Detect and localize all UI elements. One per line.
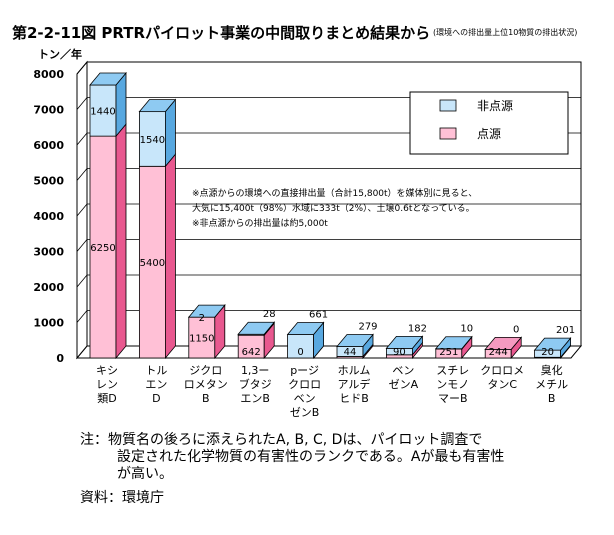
x-tick-label: ゼンB [290, 406, 320, 419]
x-tick-label: ヒドB [339, 392, 369, 405]
x-tick-label: キシ [96, 364, 118, 377]
bar-top [187, 304, 226, 318]
x-tick-label: ゼンA [389, 378, 419, 391]
legend-label: 非点源 [477, 99, 513, 113]
y-tick-label: 6000 [33, 139, 64, 152]
bar-non-point-source-front [89, 84, 117, 137]
bar-top [286, 322, 325, 335]
x-tick-label: ジクロ [189, 364, 222, 377]
x-tick-label: トル [145, 364, 167, 377]
x-tick-label: B [548, 392, 556, 405]
data-label-point-source: 642 [242, 347, 261, 358]
bar-non-point-source-front [138, 111, 166, 167]
y-tick-label: 1000 [33, 317, 64, 330]
x-tick-label: クロロ [288, 378, 321, 391]
data-label-point-source: 6250 [90, 243, 115, 254]
x-tick-label: B [202, 392, 210, 405]
data-label-point-source: 244 [489, 347, 508, 358]
bar-point-source-side [115, 123, 127, 360]
data-label-non-point-source: 2 [199, 313, 205, 324]
chart-title: 第2-2-11図 PRTRパイロット事業の中間取りまとめ結果から [12, 24, 431, 42]
legend-swatch [439, 99, 457, 112]
x-tick-label: エンB [240, 392, 270, 405]
data-label-non-point-source: 0 [513, 324, 519, 335]
x-tick-label: pージ [290, 364, 319, 377]
x-tick-label: スチレ [436, 364, 469, 377]
x-tick-label: クロロメ [480, 364, 524, 377]
footnote: 注：物質名の後ろに添えられたA, B, C, Dは、パイロット調査で 設定された… [80, 432, 600, 483]
legend-box [409, 91, 569, 155]
x-tick-label: レン [96, 378, 118, 391]
bar-top [484, 336, 523, 350]
legend-swatch [439, 127, 457, 140]
data-label-non-point-source: 10 [460, 324, 473, 335]
x-tick-label: 類D [97, 392, 116, 405]
footnote-line-2: 設定された化学物質の有害性のランクである。Aが最も有害性 [117, 449, 505, 465]
data-label-point-source: 0 [297, 347, 303, 358]
data-label-point-source: 90 [393, 347, 406, 358]
footnote-line-3: が高い。 [117, 466, 173, 482]
x-tick-label: ホルム [338, 364, 371, 377]
y-axis-unit: トン／年 [38, 48, 82, 61]
x-tick-label: 臭化 [541, 363, 563, 377]
bar-point-source-front [89, 135, 117, 359]
gridline [76, 274, 581, 288]
x-tick-label: ベン [294, 392, 316, 405]
bar-top [533, 337, 572, 351]
data-label-non-point-source: 1540 [140, 135, 165, 146]
chart-annotation: ※非点源からの排出量は約5,000t [192, 217, 328, 229]
data-label-point-source: 1150 [189, 334, 214, 345]
x-tick-label: アルデ [338, 377, 371, 391]
chart-subtitle: (環境への排出量上位10物質の排出状況) [433, 28, 578, 37]
data-label-point-source: 251 [439, 347, 458, 358]
x-tick-label: ンモノ [436, 378, 469, 391]
data-label-non-point-source: 1440 [90, 107, 115, 118]
bar-top [434, 336, 473, 350]
gridline [76, 203, 581, 217]
bar-top [385, 335, 424, 349]
x-tick-label: タンC [487, 378, 517, 391]
bar-top [336, 334, 374, 347]
x-tick-label: ベン [392, 364, 414, 377]
data-label-non-point-source: 182 [408, 323, 427, 334]
footnote-line-1: 注：物質名の後ろに添えられたA, B, C, Dは、パイロット調査で [80, 432, 483, 448]
data-label-point-source: 44 [344, 347, 357, 358]
data-label-non-point-source: 279 [358, 322, 377, 333]
y-tick-label: 0 [56, 352, 64, 365]
gridline [76, 168, 581, 181]
x-tick-label: 1,3ー [241, 364, 270, 377]
bar-top [237, 321, 276, 335]
x-tick-label: メチル [535, 378, 568, 391]
data-label-non-point-source: 28 [263, 309, 276, 320]
x-tick-label: ロメタン [184, 378, 228, 391]
data-label-non-point-source: 201 [556, 325, 575, 336]
y-tick-label: 4000 [33, 210, 64, 223]
y-tick-label: 7000 [33, 104, 64, 117]
x-tick-label: D [152, 392, 160, 405]
y-tick-label: 2000 [33, 281, 64, 294]
y-tick-label: 3000 [33, 246, 64, 259]
gridline [76, 310, 581, 323]
source-credit: 資料：環境庁 [80, 490, 164, 506]
bar-point-source-side [164, 153, 176, 360]
y-tick-label: 8000 [33, 68, 64, 81]
chart-annotation: ※点源からの環境への直接排出量（合計15,800t）を媒体別に見ると、 [192, 187, 477, 199]
gridline [76, 239, 581, 252]
data-label-point-source: 20 [541, 347, 554, 358]
legend-label: 点源 [477, 127, 501, 141]
bar-chart: 0100020003000400050006000700080006250144… [33, 60, 583, 419]
chart-annotation: 大気に15,400t（98%）水域に333t（2%）、土壌0.6tとなっている。 [192, 202, 475, 214]
gridline [76, 61, 581, 75]
bar-top [89, 72, 127, 86]
x-tick-label: マーB [438, 392, 468, 405]
data-label-point-source: 5400 [140, 258, 165, 269]
bar-top [138, 99, 177, 113]
x-tick-label: エン [145, 378, 167, 391]
data-label-non-point-source: 661 [309, 310, 328, 321]
y-tick-label: 5000 [33, 175, 64, 188]
x-tick-label: ブタジ [239, 377, 272, 391]
bar-point-source-front [188, 316, 216, 359]
